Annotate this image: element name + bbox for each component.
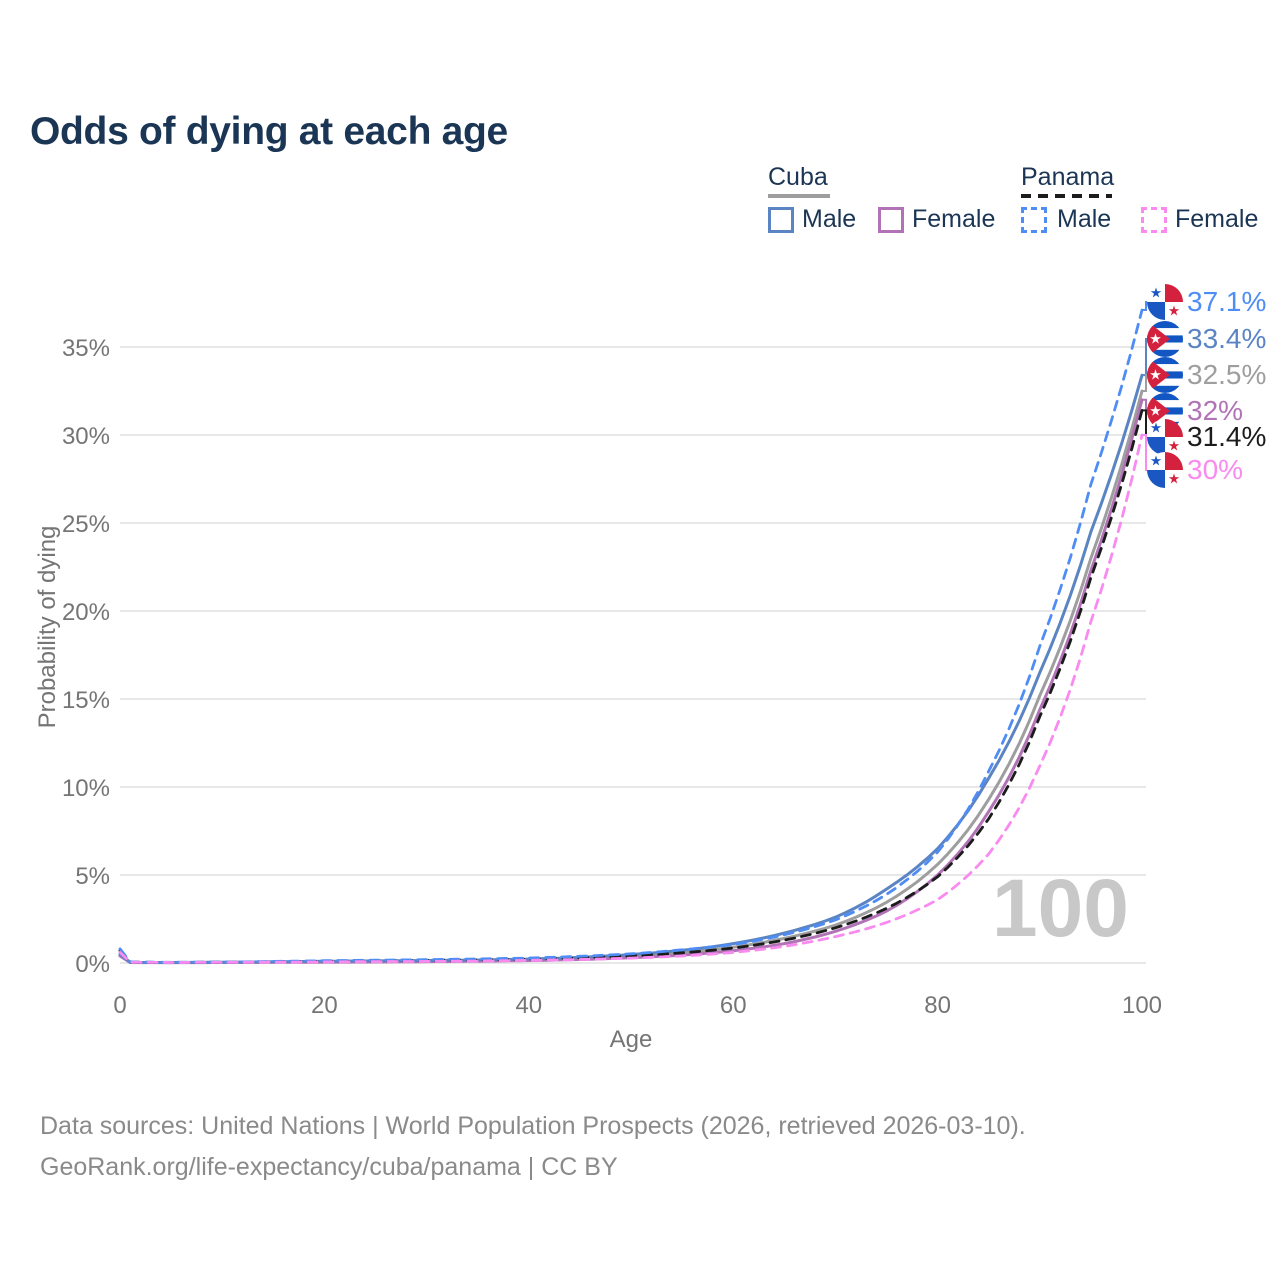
end-value-label: 31.4%: [1187, 421, 1266, 452]
x-tick-label: 100: [1122, 992, 1162, 1019]
y-tick-label: 20%: [62, 599, 110, 626]
data-sources-line1: Data sources: United Nations | World Pop…: [40, 1112, 1026, 1140]
y-tick-label: 25%: [62, 511, 110, 538]
series-line-cuba-total: [118, 389, 1144, 965]
x-tick-label: 0: [113, 992, 126, 1019]
series-line-panama-female: [118, 433, 1144, 964]
y-tick-label: 30%: [62, 423, 110, 450]
x-tick-label: 20: [311, 992, 338, 1019]
legend-swatch-panama-female[interactable]: [1141, 207, 1167, 233]
panama-flag-icon: [1147, 419, 1183, 455]
end-value-label: 32.5%: [1187, 359, 1266, 390]
legend-item-panama-female[interactable]: Female: [1175, 205, 1259, 233]
legend-swatch-cuba-female[interactable]: [878, 207, 904, 233]
y-tick-label: 0%: [75, 951, 110, 978]
end-value-label: 37.1%: [1187, 286, 1266, 317]
end-value-label: 30%: [1187, 454, 1243, 485]
series-line-cuba-female: [118, 398, 1144, 965]
legend-item-panama-male[interactable]: Male: [1057, 205, 1112, 233]
legend-item-cuba-female[interactable]: Female: [912, 205, 996, 233]
y-tick-label: 10%: [62, 775, 110, 802]
x-axis-title: Age: [609, 1026, 653, 1053]
series-line-panama-male: [118, 308, 1144, 964]
panama-flag-icon: [1147, 284, 1183, 320]
data-sources: Data sources: United Nations | World Pop…: [40, 1106, 1026, 1188]
y-tick-label: 5%: [75, 863, 110, 890]
x-tick-label: 40: [515, 992, 542, 1019]
legend-cuba-linestyle-swatch: [768, 194, 830, 198]
data-sources-line2: GeoRank.org/life-expectancy/cuba/panama …: [40, 1153, 618, 1181]
end-value-label: 33.4%: [1187, 323, 1266, 354]
legend-group-panama-label: Panama: [1021, 163, 1115, 191]
legend-panama-linestyle-swatch: [1021, 194, 1112, 198]
legend-swatch-panama-male[interactable]: [1021, 207, 1047, 233]
y-tick-label: 35%: [62, 335, 110, 362]
age-watermark: 100: [992, 863, 1129, 954]
x-tick-label: 60: [720, 992, 747, 1019]
legend-group-cuba-label: Cuba: [768, 163, 828, 191]
end-value-label: 32%: [1187, 395, 1243, 426]
cuba-flag-icon: [1147, 321, 1183, 357]
legend-item-cuba-male[interactable]: Male: [802, 205, 857, 233]
legend-swatch-cuba-male[interactable]: [768, 207, 794, 233]
y-tick-label: 15%: [62, 687, 110, 714]
cuba-flag-icon: [1147, 357, 1183, 393]
x-tick-label: 80: [924, 992, 951, 1019]
panama-flag-icon: [1147, 452, 1183, 488]
page-title: Odds of dying at each age: [30, 110, 508, 154]
series-line-panama-total: [118, 408, 1144, 964]
